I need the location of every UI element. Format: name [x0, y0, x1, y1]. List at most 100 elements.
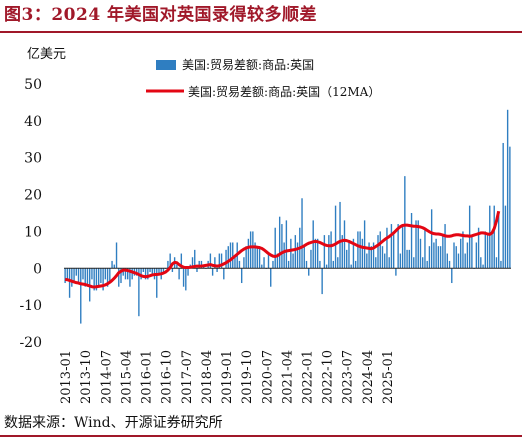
bar — [379, 231, 381, 269]
bar — [408, 249, 410, 269]
bar — [504, 205, 507, 269]
y-tick-label: 30 — [24, 151, 42, 167]
bar — [475, 242, 478, 269]
bar — [283, 242, 285, 269]
bar — [433, 242, 435, 269]
bar — [415, 220, 417, 269]
bar — [124, 268, 127, 280]
bar — [506, 109, 509, 269]
bar — [366, 253, 368, 269]
bar — [178, 268, 180, 280]
bar — [296, 242, 299, 269]
bar — [176, 264, 178, 269]
bar — [256, 246, 259, 269]
x-tick-label: 2017-07 — [180, 350, 195, 404]
bar — [274, 227, 276, 269]
bar — [352, 238, 355, 269]
bar — [301, 198, 303, 269]
bar — [426, 260, 428, 269]
bar — [292, 253, 294, 269]
line-series-12ma — [64, 210, 501, 289]
bar — [187, 268, 189, 276]
bar — [310, 249, 312, 269]
bar — [263, 257, 265, 269]
bar — [471, 235, 473, 269]
bar — [332, 260, 335, 269]
bar — [410, 213, 413, 269]
bar — [489, 205, 491, 269]
bar — [482, 264, 484, 269]
bar — [435, 238, 437, 269]
bar — [305, 260, 308, 269]
x-tick-label: 2025-01 — [381, 350, 396, 404]
bar — [180, 253, 183, 269]
bar — [381, 246, 384, 269]
bar — [272, 260, 274, 269]
bar — [142, 268, 145, 272]
x-tick-label: 2013-01 — [59, 350, 74, 404]
legend-line-label: 美国:贸易差额:商品:英国（12MA） — [188, 84, 380, 99]
x-tick-label: 2019-10 — [240, 350, 255, 404]
bar — [444, 224, 446, 269]
bar — [144, 268, 147, 280]
bar — [477, 227, 480, 269]
bar — [77, 268, 80, 284]
bar — [73, 268, 75, 284]
y-tick-label: -10 — [19, 298, 42, 314]
bar — [480, 257, 482, 269]
bar — [214, 257, 216, 269]
bar — [254, 242, 256, 269]
bar — [368, 242, 370, 269]
bar — [211, 268, 214, 276]
bar — [406, 249, 408, 269]
x-tick-label: 2022-10 — [321, 350, 336, 404]
bar — [348, 242, 350, 269]
bar — [102, 268, 104, 291]
bar — [227, 246, 229, 269]
bar — [75, 268, 77, 276]
bar — [209, 253, 212, 269]
bar — [399, 253, 402, 269]
bar — [223, 268, 225, 280]
bar — [325, 264, 328, 269]
bar — [261, 264, 263, 269]
bar — [339, 201, 341, 269]
bar — [86, 268, 89, 287]
bar — [234, 257, 236, 269]
source-note: 数据来源：Wind、开源证券研究所 — [4, 415, 223, 431]
bar — [245, 246, 247, 269]
bar — [243, 257, 245, 269]
bar — [113, 264, 115, 269]
bar — [229, 242, 232, 269]
bar — [120, 268, 122, 284]
x-tick-label: 2015-04 — [119, 350, 134, 404]
bar — [216, 268, 218, 272]
bar — [285, 220, 288, 269]
bar — [413, 257, 415, 269]
bar — [386, 227, 388, 269]
bar — [156, 268, 158, 298]
x-tick-label: 2021-04 — [280, 350, 295, 404]
bar — [442, 235, 444, 269]
bar — [493, 205, 495, 269]
bar — [375, 257, 377, 269]
bar — [341, 235, 343, 269]
title-rule — [0, 31, 522, 33]
x-tick-label: 2020-07 — [260, 350, 275, 404]
bar — [372, 242, 375, 269]
bar — [149, 268, 151, 272]
bar — [439, 246, 442, 269]
bar — [287, 260, 290, 269]
bar — [343, 220, 346, 269]
bar — [225, 249, 227, 269]
bar — [330, 231, 332, 269]
bar — [384, 253, 386, 269]
bar — [220, 253, 223, 269]
chart: -20 -10 0 10 20 30 40 50 亿美元 2013-01 2013-10 2014… — [19, 47, 511, 404]
bar — [68, 268, 71, 298]
bar — [182, 268, 185, 287]
bar — [395, 268, 397, 276]
bar — [316, 238, 319, 269]
bar — [140, 268, 142, 280]
bar — [106, 268, 109, 287]
